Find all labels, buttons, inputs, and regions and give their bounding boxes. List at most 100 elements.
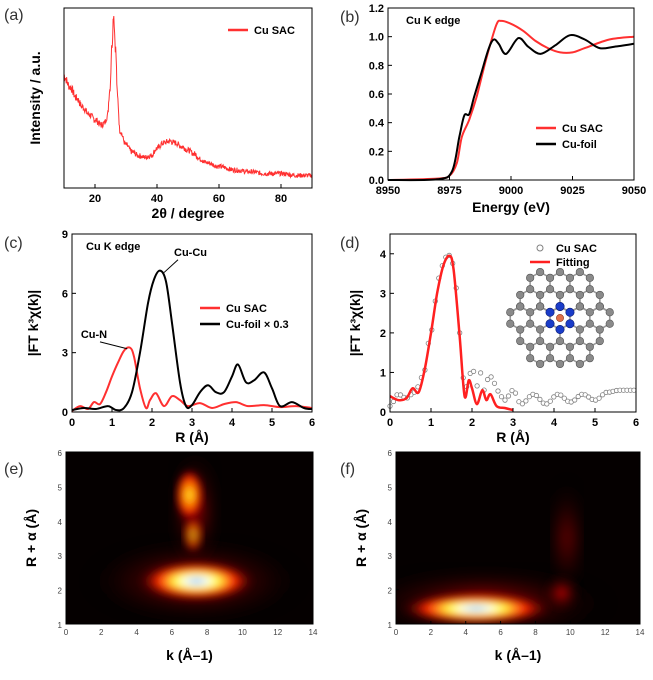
legend-label-b-0: Cu SAC — [562, 123, 603, 135]
x-tick-label-f-7: 14 — [636, 628, 645, 637]
x-tick-label-f-4: 8 — [533, 628, 538, 637]
panel-label-c: (c) — [4, 235, 23, 252]
x-tick-label-c-4: 4 — [229, 417, 236, 429]
panel-c-ft-exafs: 0 1 2 3 4 5 6 0 3 6 9 R (Å) |FT k³χ(k)| Cu K edge Cu S… — [4, 229, 315, 445]
data-point — [523, 398, 529, 404]
atom-c — [585, 354, 594, 363]
atom-c — [526, 319, 535, 328]
x-tick-label-b-1: 8975 — [437, 185, 461, 197]
y-tick-label-c-0: 0 — [62, 407, 68, 419]
chart-title-c: Cu K edge — [86, 241, 140, 253]
panel-label-b: (b) — [340, 9, 360, 26]
heatmap-blob-e-2 — [175, 469, 204, 521]
plot-frame-e — [65, 451, 314, 625]
atom-c — [535, 302, 545, 311]
x-tick-label-d-1: 1 — [428, 417, 434, 429]
x-tick-label-d-4: 4 — [551, 417, 558, 429]
y-tick-label-e-0: 1 — [58, 621, 63, 630]
plot-frame-b — [387, 7, 635, 181]
atom-c — [565, 354, 575, 363]
atom-c — [545, 285, 555, 294]
data-point — [631, 387, 637, 393]
atom-c — [516, 302, 525, 311]
atom-c — [565, 342, 575, 351]
x-tick-label-e-5: 10 — [238, 628, 247, 637]
atom-n — [565, 307, 575, 317]
atom-c — [575, 325, 584, 334]
x-tick-label-c-5: 5 — [269, 417, 275, 429]
x-tick-label-d-6: 6 — [633, 417, 639, 429]
x-axis-label-e: k (Å–1) — [166, 647, 213, 663]
panel-label-e: (e) — [4, 461, 24, 478]
data-point — [544, 401, 550, 407]
legend-label-d-0: Cu SAC — [556, 243, 597, 255]
y-tick-label-c-1: 3 — [62, 348, 68, 360]
y-tick-label-b-2: 0.4 — [369, 118, 385, 130]
x-tick-label-e-1: 2 — [99, 628, 104, 637]
y-tick-label-f-4: 5 — [388, 483, 393, 492]
y-tick-label-d-0: 0 — [380, 407, 386, 419]
atom-c — [575, 302, 585, 311]
x-tick-label-b-2: 9000 — [499, 185, 523, 197]
atom-c — [555, 267, 565, 277]
x-tick-label-d-5: 5 — [592, 417, 598, 429]
chart-title-b: Cu K edge — [406, 15, 460, 27]
x-tick-label-f-5: 10 — [566, 628, 575, 637]
data-point — [502, 397, 508, 403]
atom-c — [536, 359, 545, 369]
series-line-cu-sac — [71, 346, 313, 412]
data-point — [484, 376, 491, 383]
series-line-cu-foil — [387, 34, 635, 182]
y-tick-label-b-3: 0.6 — [369, 89, 384, 101]
x-tick-label-f-2: 4 — [463, 628, 468, 637]
atom-c — [555, 336, 565, 346]
y-axis-label-f: R + α (Å) — [353, 509, 369, 567]
atom-c — [585, 308, 594, 317]
data-point — [572, 397, 578, 403]
atom-c — [605, 319, 614, 328]
series-line-cu-sac — [387, 19, 635, 181]
x-tick-label-a-0: 20 — [89, 193, 101, 205]
y-tick-label-b-4: 0.8 — [369, 60, 384, 72]
legend-label-c-0: Cu SAC — [226, 303, 267, 315]
x-tick-label-e-0: 0 — [64, 628, 69, 637]
series-line-cu-sac — [63, 15, 313, 179]
x-axis-label-c: R (Å) — [175, 429, 208, 445]
x-tick-label-f-1: 2 — [429, 628, 434, 637]
x-tick-label-e-7: 14 — [309, 628, 318, 637]
data-point — [599, 392, 606, 398]
atom-c — [545, 273, 555, 282]
heatmap-f — [396, 452, 640, 624]
x-tick-label-c-3: 3 — [189, 417, 195, 429]
data-point — [512, 390, 519, 396]
y-tick-label-f-5: 6 — [388, 449, 393, 458]
data-point — [477, 370, 484, 376]
data-point — [488, 374, 494, 380]
x-tick-label-a-2: 60 — [213, 193, 225, 205]
x-axis-label-b: Energy (eV) — [472, 199, 550, 215]
panel-label-f: (f) — [340, 461, 355, 478]
y-tick-label-e-3: 4 — [58, 518, 63, 527]
y-tick-label-d-3: 3 — [380, 288, 386, 300]
x-tick-label-b-4: 9050 — [622, 185, 646, 197]
y-axis-label-a: Intensity / a.u. — [27, 51, 43, 144]
y-tick-label-d-4: 4 — [380, 249, 387, 261]
data-point — [505, 393, 512, 399]
atom-c — [526, 285, 535, 294]
y-tick-label-e-4: 5 — [58, 483, 63, 492]
y-tick-label-b-0: 0.0 — [369, 175, 384, 187]
y-axis-label-c: |FT k³χ(k)| — [25, 290, 41, 356]
panel-b-xanes: 8950 8975 9000 9025 9050 0.0 0.2 0.4 0.6 0.8 1.0 1.… — [340, 3, 646, 215]
heatmap-blob-f-1 — [552, 478, 581, 598]
legend-label-b-1: Cu-foil — [562, 139, 597, 151]
atom-c — [526, 308, 535, 317]
data-point — [519, 401, 526, 407]
annotation-cu-n: Cu-N — [81, 329, 107, 341]
x-tick-label-e-2: 4 — [134, 628, 139, 637]
y-tick-label-f-2: 3 — [388, 552, 393, 561]
series-line-fitting — [389, 254, 514, 412]
heatmap-blob-e-3 — [183, 516, 204, 553]
y-tick-label-f-1: 2 — [388, 587, 393, 596]
plot-frame-a — [63, 7, 313, 189]
data-point — [495, 388, 501, 394]
